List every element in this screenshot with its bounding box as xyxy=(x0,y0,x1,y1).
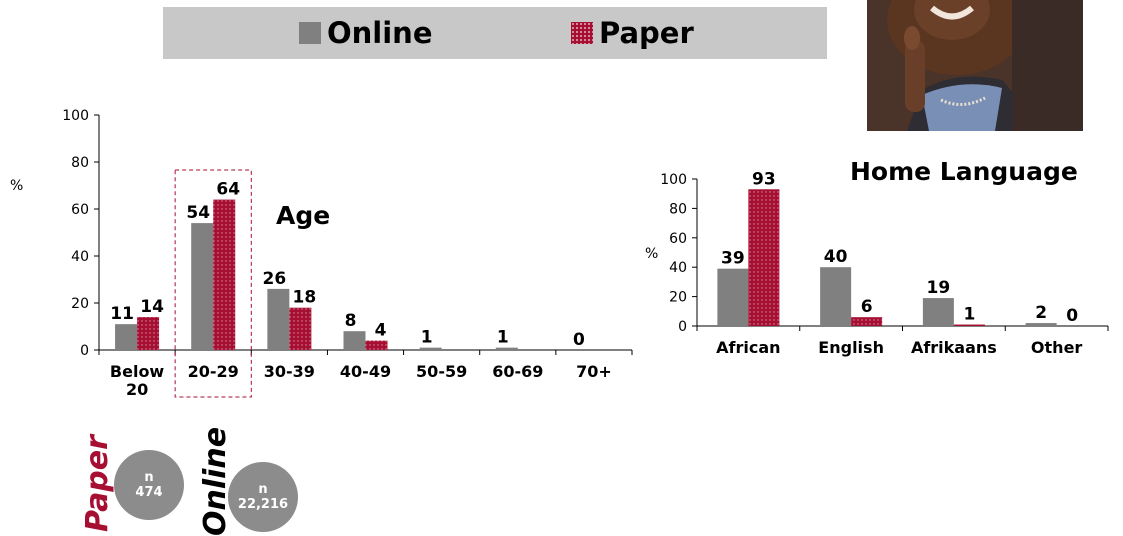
y-tick-label: 80 xyxy=(71,155,89,171)
online-sample-label: Online xyxy=(198,426,233,536)
x-category-label: Other xyxy=(1031,338,1082,357)
bar-online xyxy=(820,267,852,326)
x-category-label: Below 20 xyxy=(110,362,165,399)
data-label-paper: 6 xyxy=(861,297,873,317)
online-n-value: 22,216 xyxy=(237,497,289,512)
data-label-online: 2 xyxy=(1035,303,1047,323)
data-label-online: 0 xyxy=(573,330,585,350)
data-label-paper: 64 xyxy=(216,180,240,200)
bar-paper xyxy=(953,324,985,326)
x-category-label: Afrikaans xyxy=(911,338,997,357)
highlight-box xyxy=(174,169,252,398)
online-n-label: n xyxy=(258,482,268,497)
data-label-online: 11 xyxy=(110,304,134,324)
chart-title: Age xyxy=(276,201,330,230)
x-category-label: 20-29 xyxy=(188,362,239,381)
x-category-label: 50-59 xyxy=(416,362,467,381)
x-category-label: African xyxy=(716,338,780,357)
y-tick-label: 0 xyxy=(80,343,89,359)
bar-paper xyxy=(137,317,160,350)
y-axis-label: % xyxy=(10,178,23,194)
online-swatch xyxy=(299,22,321,44)
bar-online xyxy=(495,347,518,350)
data-label-online: 54 xyxy=(186,203,210,223)
bar-online xyxy=(343,331,366,350)
data-label-paper: 18 xyxy=(293,288,317,308)
paper-sample-circle: n 474 xyxy=(114,450,184,520)
y-tick-label: 60 xyxy=(71,202,89,218)
y-tick-label: 100 xyxy=(660,172,687,188)
bar-paper xyxy=(213,199,236,350)
bar-online xyxy=(717,268,749,326)
bar-online xyxy=(922,298,954,326)
bar-online xyxy=(1025,323,1057,326)
y-tick-label: 20 xyxy=(71,296,89,312)
paper-sample-label: Paper xyxy=(80,435,115,532)
x-category-label: 40-49 xyxy=(340,362,391,381)
y-axis-label: % xyxy=(645,246,658,262)
y-tick-label: 0 xyxy=(678,319,687,335)
bar-online xyxy=(191,223,214,350)
data-label-online: 40 xyxy=(824,247,848,267)
x-category-label: 30-39 xyxy=(264,362,315,381)
data-label-paper: 1 xyxy=(963,305,975,325)
legend: Online Paper xyxy=(163,7,827,59)
bar-paper xyxy=(851,317,883,326)
bar-online xyxy=(115,324,138,350)
legend-online-label: Online xyxy=(327,16,433,50)
data-label-paper: 0 xyxy=(1066,306,1078,326)
paper-swatch xyxy=(571,22,593,44)
bar-online xyxy=(419,347,442,350)
data-label-paper: 93 xyxy=(752,169,776,189)
x-category-label: English xyxy=(818,338,884,357)
x-category-label: 70+ xyxy=(576,362,612,381)
y-tick-label: 20 xyxy=(669,290,687,306)
legend-paper-label: Paper xyxy=(599,16,694,50)
online-sample-circle: n 22,216 xyxy=(228,462,298,532)
bar-paper xyxy=(289,307,312,350)
y-tick-label: 100 xyxy=(62,108,89,124)
data-label-paper: 4 xyxy=(375,321,387,341)
paper-n-value: 474 xyxy=(135,485,163,500)
data-label-online: 19 xyxy=(927,278,951,298)
bar-paper xyxy=(365,340,388,350)
legend-item-paper: Paper xyxy=(571,7,694,59)
y-tick-label: 80 xyxy=(669,201,687,217)
legend-item-online: Online xyxy=(299,7,433,59)
data-label-online: 39 xyxy=(721,249,745,269)
y-tick-label: 60 xyxy=(669,231,687,247)
data-label-online: 8 xyxy=(345,311,357,331)
data-label-paper: 14 xyxy=(140,297,164,317)
data-label-online: 1 xyxy=(497,328,509,348)
y-tick-label: 40 xyxy=(669,260,687,276)
paper-n-label: n xyxy=(144,470,154,485)
bar-paper xyxy=(748,189,780,326)
data-label-online: 1 xyxy=(421,328,433,348)
data-label-online: 26 xyxy=(263,269,287,289)
woman-thinking-photo xyxy=(867,0,1083,131)
y-tick-label: 40 xyxy=(71,249,89,265)
x-category-label: 60-69 xyxy=(492,362,543,381)
bar-online xyxy=(267,288,290,350)
chart-title: Home Language xyxy=(850,157,1078,186)
